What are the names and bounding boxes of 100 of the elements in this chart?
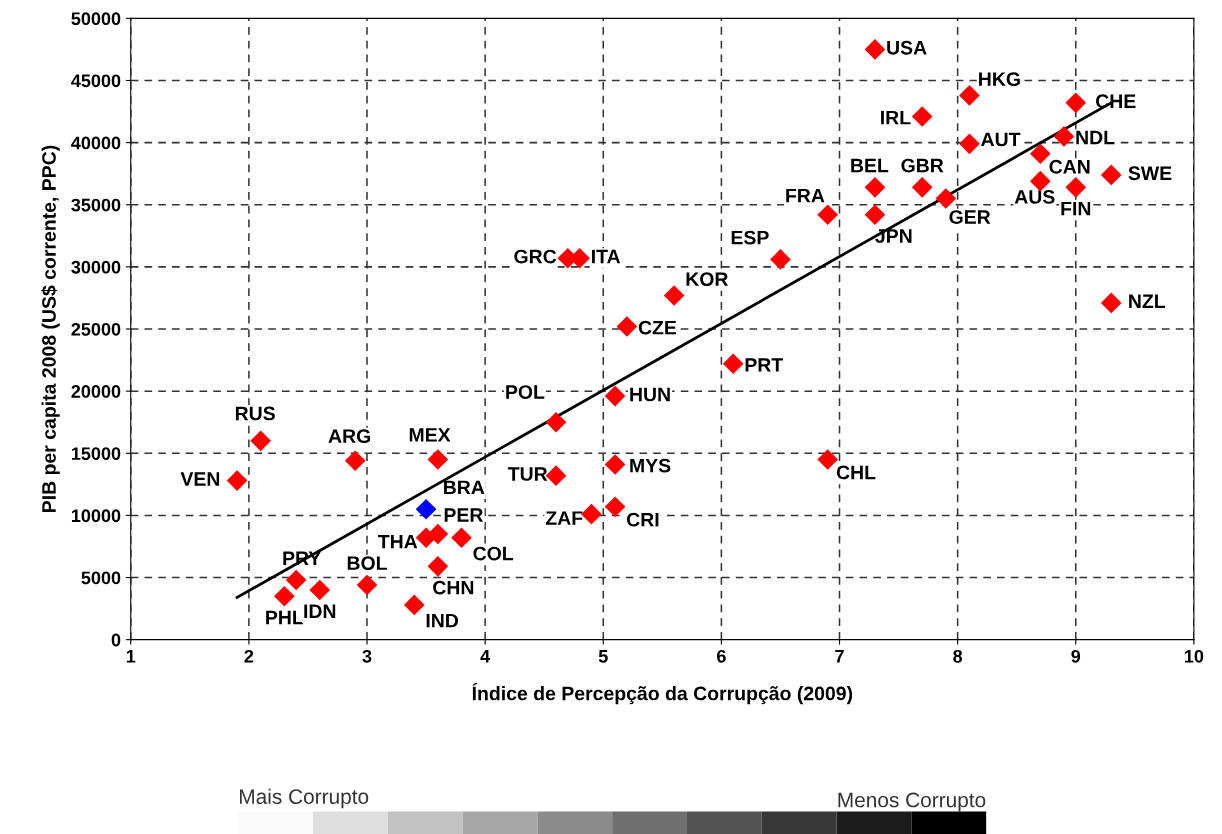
x-tick-label: 2: [244, 649, 254, 663]
annotation: CAN: [1049, 159, 1090, 174]
y-tick-label: 40000: [71, 136, 121, 150]
point: [356, 574, 378, 596]
annotation: AUT: [981, 132, 1021, 147]
annotation: VEN: [180, 472, 220, 486]
point: [427, 556, 449, 577]
annotation: BEL: [851, 158, 889, 173]
point: [864, 177, 886, 198]
x-axis-title: Índice de Percepção da Corrupção (2009): [472, 682, 853, 705]
point: [722, 353, 744, 375]
point: [1100, 292, 1122, 314]
x-tick-label: 6: [717, 649, 726, 663]
y-axis-title: PIB per capita 2008 (US$ corrente, PPC): [41, 145, 60, 512]
point: [911, 177, 933, 198]
point: [959, 85, 980, 106]
annotation: FIN: [1061, 201, 1091, 216]
y-tick-label: 25000: [71, 322, 121, 336]
y-tick-label: 0: [111, 633, 121, 647]
x-tick-label: 9: [1071, 649, 1081, 663]
point: [1053, 126, 1075, 147]
annotation: IND: [426, 613, 459, 628]
point: [817, 204, 838, 225]
annotation: NZL: [1129, 294, 1166, 308]
x-tick-label: 7: [835, 650, 844, 663]
annotation: USA: [887, 40, 927, 55]
y-tick-label: 10000: [71, 509, 121, 523]
annotation: COL: [473, 546, 514, 561]
annotation: BRA: [444, 480, 485, 495]
annotation: RUS: [235, 406, 275, 421]
annotation: GRC: [514, 249, 557, 264]
annotation: AUS: [1014, 189, 1055, 204]
annotation: CZE: [638, 320, 677, 335]
text: Menos Corrupto: [838, 792, 986, 812]
annotation: SWE: [1128, 166, 1172, 181]
point: [1065, 92, 1087, 114]
point: [274, 585, 295, 607]
point: [285, 569, 307, 591]
point: [604, 454, 626, 475]
x-tick-label: 4: [480, 650, 491, 663]
y-tick-label: 50000: [71, 12, 121, 26]
point: [1065, 177, 1087, 198]
annotation: ESP: [731, 230, 769, 245]
point: [427, 523, 449, 545]
point: [911, 106, 933, 127]
y-tick-label: 5000: [81, 571, 121, 585]
y-tick-label: 20000: [71, 385, 121, 398]
annotation: THA: [377, 534, 418, 549]
annotation: ZAF: [545, 511, 583, 525]
annotation: JPN: [875, 229, 912, 243]
y-tick-label: 35000: [71, 198, 121, 212]
point: [545, 411, 567, 433]
point: [1100, 164, 1122, 186]
annotation: IRL: [881, 110, 911, 125]
annotation: CHN: [433, 580, 474, 595]
point: [415, 498, 437, 520]
point: [817, 449, 838, 470]
x-tick-label: 3: [362, 649, 372, 663]
x-tick-label: 1: [126, 650, 136, 663]
annotation: PHL: [266, 610, 304, 625]
annotation: POL: [506, 385, 545, 399]
point: [545, 465, 567, 486]
annotation: KOR: [686, 272, 729, 287]
point: [427, 449, 449, 470]
point: [604, 385, 626, 407]
point: [226, 470, 248, 491]
annotation: TUR: [507, 467, 548, 481]
point: [770, 249, 791, 270]
annotation: HKG: [979, 72, 1020, 86]
annotation: GBR: [901, 158, 944, 173]
annotation: FRA: [786, 188, 825, 203]
point: [451, 527, 472, 549]
annotation: BOL: [347, 556, 387, 571]
point: [616, 316, 638, 337]
point: [663, 285, 685, 306]
annotation: MEX: [409, 428, 451, 442]
text: Mais Corrupto: [240, 788, 369, 809]
annotation: PRT: [745, 358, 783, 372]
annotation: HUN: [630, 387, 670, 402]
annotation: GER: [949, 210, 991, 224]
annotation: CHL: [836, 465, 876, 480]
annotation: CRI: [626, 512, 659, 527]
point: [959, 133, 980, 155]
annotation: NDL: [1076, 130, 1115, 145]
annotation: ITA: [592, 249, 621, 264]
annotation: PER: [444, 508, 484, 522]
point: [935, 188, 957, 209]
annotation: IDN: [304, 604, 336, 618]
point: [250, 430, 271, 452]
point: [344, 450, 366, 472]
point: [604, 496, 626, 518]
annotation: MYS: [630, 458, 671, 473]
point: [1030, 143, 1051, 165]
annotation: ARG: [328, 429, 371, 443]
point: [581, 503, 602, 525]
y-tick-label: 30000: [71, 260, 121, 274]
point: [864, 39, 886, 60]
x-tick-label: 5: [598, 650, 608, 663]
point: [309, 579, 331, 601]
y-tick-label: 45000: [71, 74, 121, 88]
